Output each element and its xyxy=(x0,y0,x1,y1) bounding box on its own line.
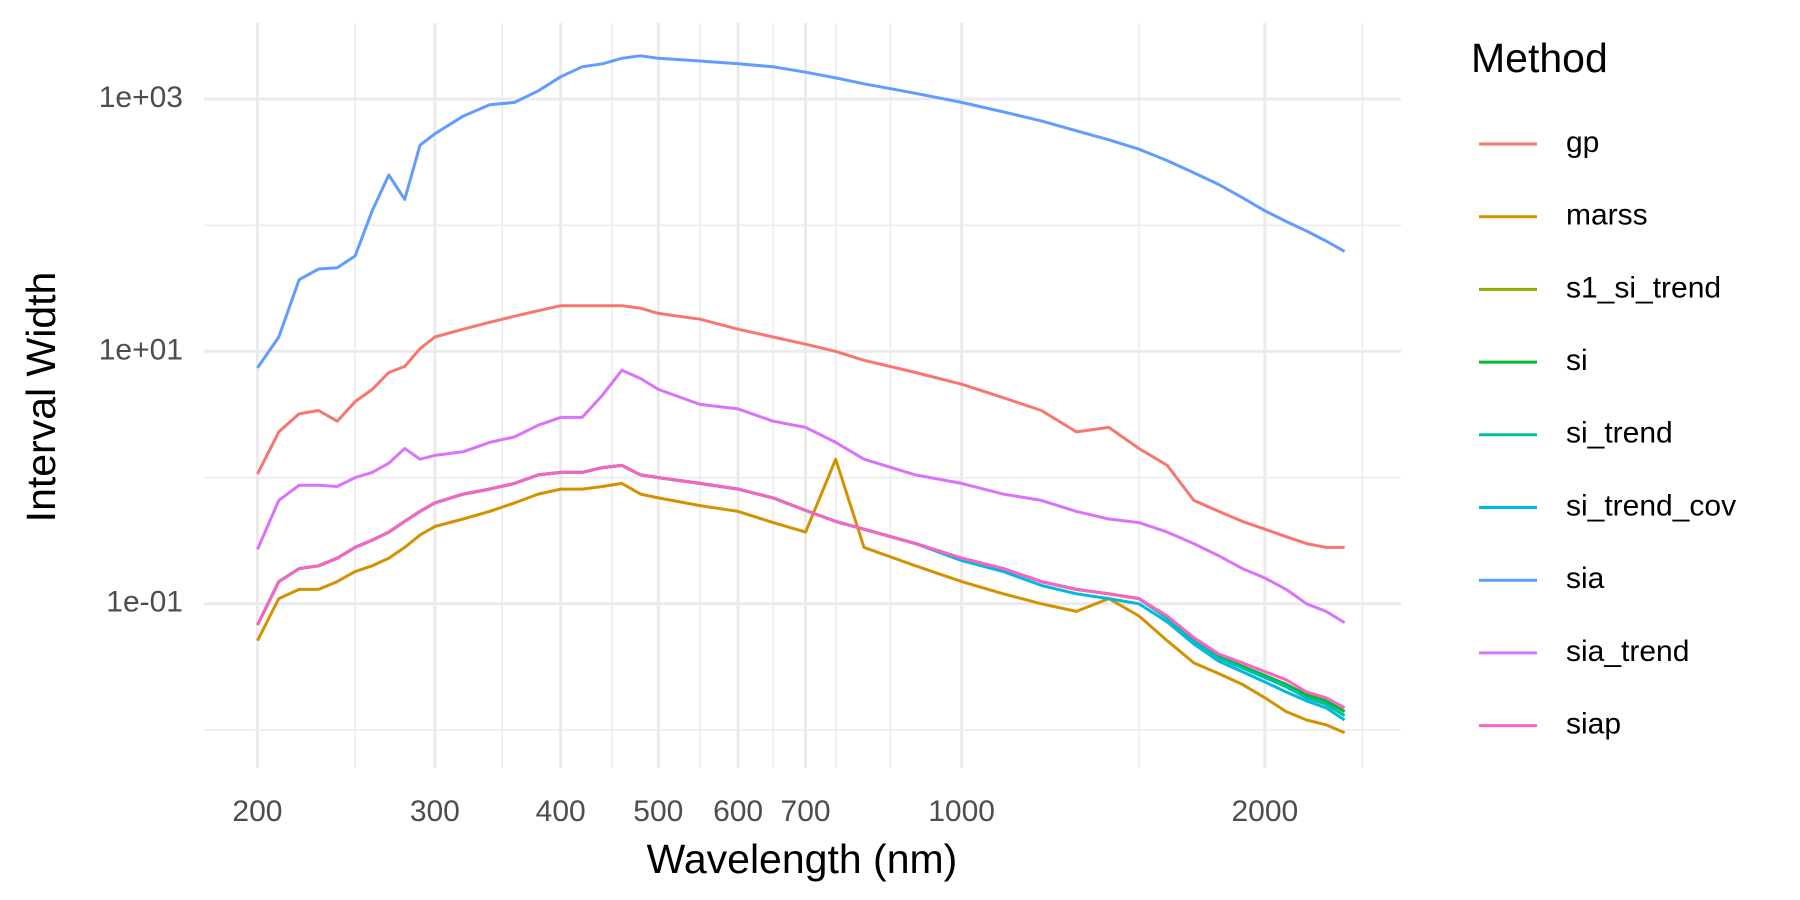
labels: 1e-01 1e+01 1e+03 200 300 400 500 600 700 1000 200… xyxy=(99,81,1299,828)
x-tick-label: 2000 xyxy=(1231,795,1298,828)
x-axis-title: Wavelength (nm) xyxy=(647,836,958,882)
series-line xyxy=(256,463,1346,710)
series-line xyxy=(256,463,1346,713)
legend-label: s1_si_trend xyxy=(1566,271,1721,304)
legend-label: sia_trend xyxy=(1566,635,1689,668)
lines xyxy=(256,54,1346,735)
x-tick-label: 500 xyxy=(633,795,683,828)
legend-label: sia xyxy=(1566,562,1605,595)
legend-label: gp xyxy=(1566,126,1599,159)
grid xyxy=(204,23,1401,768)
series-line xyxy=(256,463,1346,722)
legend-label: siap xyxy=(1566,708,1621,741)
legend-label: si_trend xyxy=(1566,417,1673,450)
x-tick-label: 400 xyxy=(536,795,586,828)
legend-title: Method xyxy=(1471,35,1608,81)
series-line xyxy=(256,304,1345,549)
y-tick-label: 1e+01 xyxy=(99,333,183,366)
x-tick-label: 200 xyxy=(232,795,282,828)
legend-label: marss xyxy=(1566,199,1648,232)
series-line xyxy=(256,54,1346,369)
x-tick-label: 1000 xyxy=(928,795,995,828)
legend-label: si_trend_cov xyxy=(1566,489,1736,522)
series-line xyxy=(256,368,1346,624)
x-tick-label: 300 xyxy=(410,795,460,828)
y-axis-title: Interval Width xyxy=(18,272,64,523)
x-tick-label: 600 xyxy=(713,795,763,828)
series-line xyxy=(256,463,1346,713)
legend-label: si xyxy=(1566,344,1588,377)
series-line xyxy=(256,457,1346,735)
x-tick-label: 700 xyxy=(781,795,831,828)
y-tick-label: 1e+03 xyxy=(99,81,183,114)
y-tick-label: 1e-01 xyxy=(106,586,183,619)
series-line xyxy=(256,463,1346,717)
